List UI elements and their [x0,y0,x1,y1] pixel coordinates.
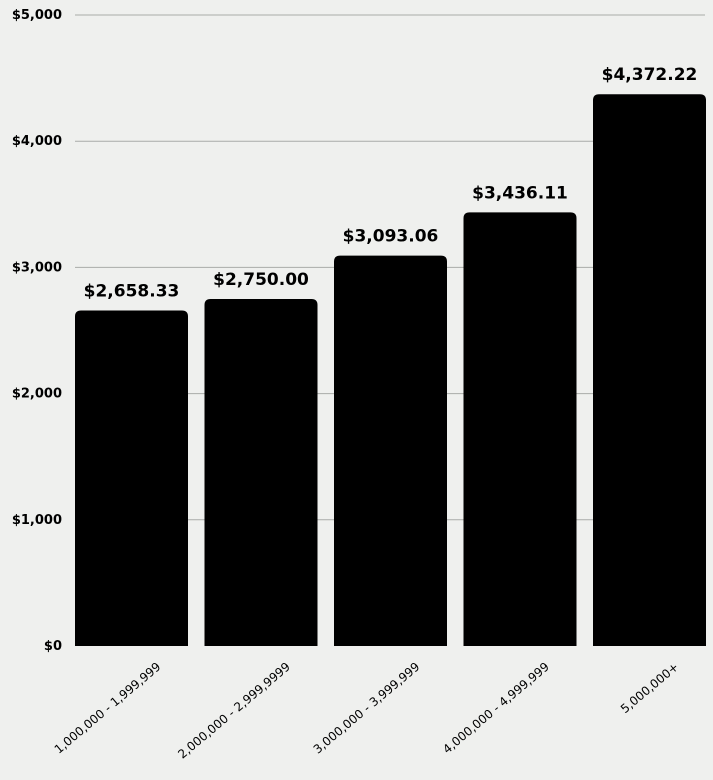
data-label: $4,372.22 [602,65,698,85]
data-label: $2,750.00 [213,270,309,290]
y-tick-label: $0 [44,639,62,654]
x-tick-label: 5,000,000+ [618,660,681,716]
bar-2 [204,298,318,646]
data-label: $3,436.11 [472,183,568,203]
y-tick-label: $4,000 [12,134,62,149]
bars [75,94,706,647]
bar-3 [334,255,447,646]
bar-5 [593,94,706,647]
bar-1 [75,310,188,646]
x-tick-label: 1,000,000 - 1,999,999 [52,660,164,757]
x-axis-ticks: 1,000,000 - 1,999,999 2,000,000 - 2,999,9… [52,660,682,762]
data-labels: $2,658.33 $2,750.00 $3,093.06 $3,436.11 $4,3… [84,65,698,301]
x-tick-label: 3,000,000 - 3,999,999 [311,660,423,757]
y-tick-label: $1,000 [12,513,62,528]
x-tick-label: 2,000,000 - 2,999,9999 [175,660,293,762]
bar-4 [463,212,577,646]
x-tick-label: 4,000,000 - 4,999,999 [440,660,552,757]
y-tick-label: $5,000 [12,8,62,23]
y-tick-label: $2,000 [12,387,62,402]
data-label: $2,658.33 [84,282,180,302]
y-axis-ticks: $0 $1,000 $2,000 $3,000 $4,000 $5,000 [12,8,62,654]
data-label: $3,093.06 [343,227,439,247]
y-tick-label: $3,000 [12,260,62,275]
